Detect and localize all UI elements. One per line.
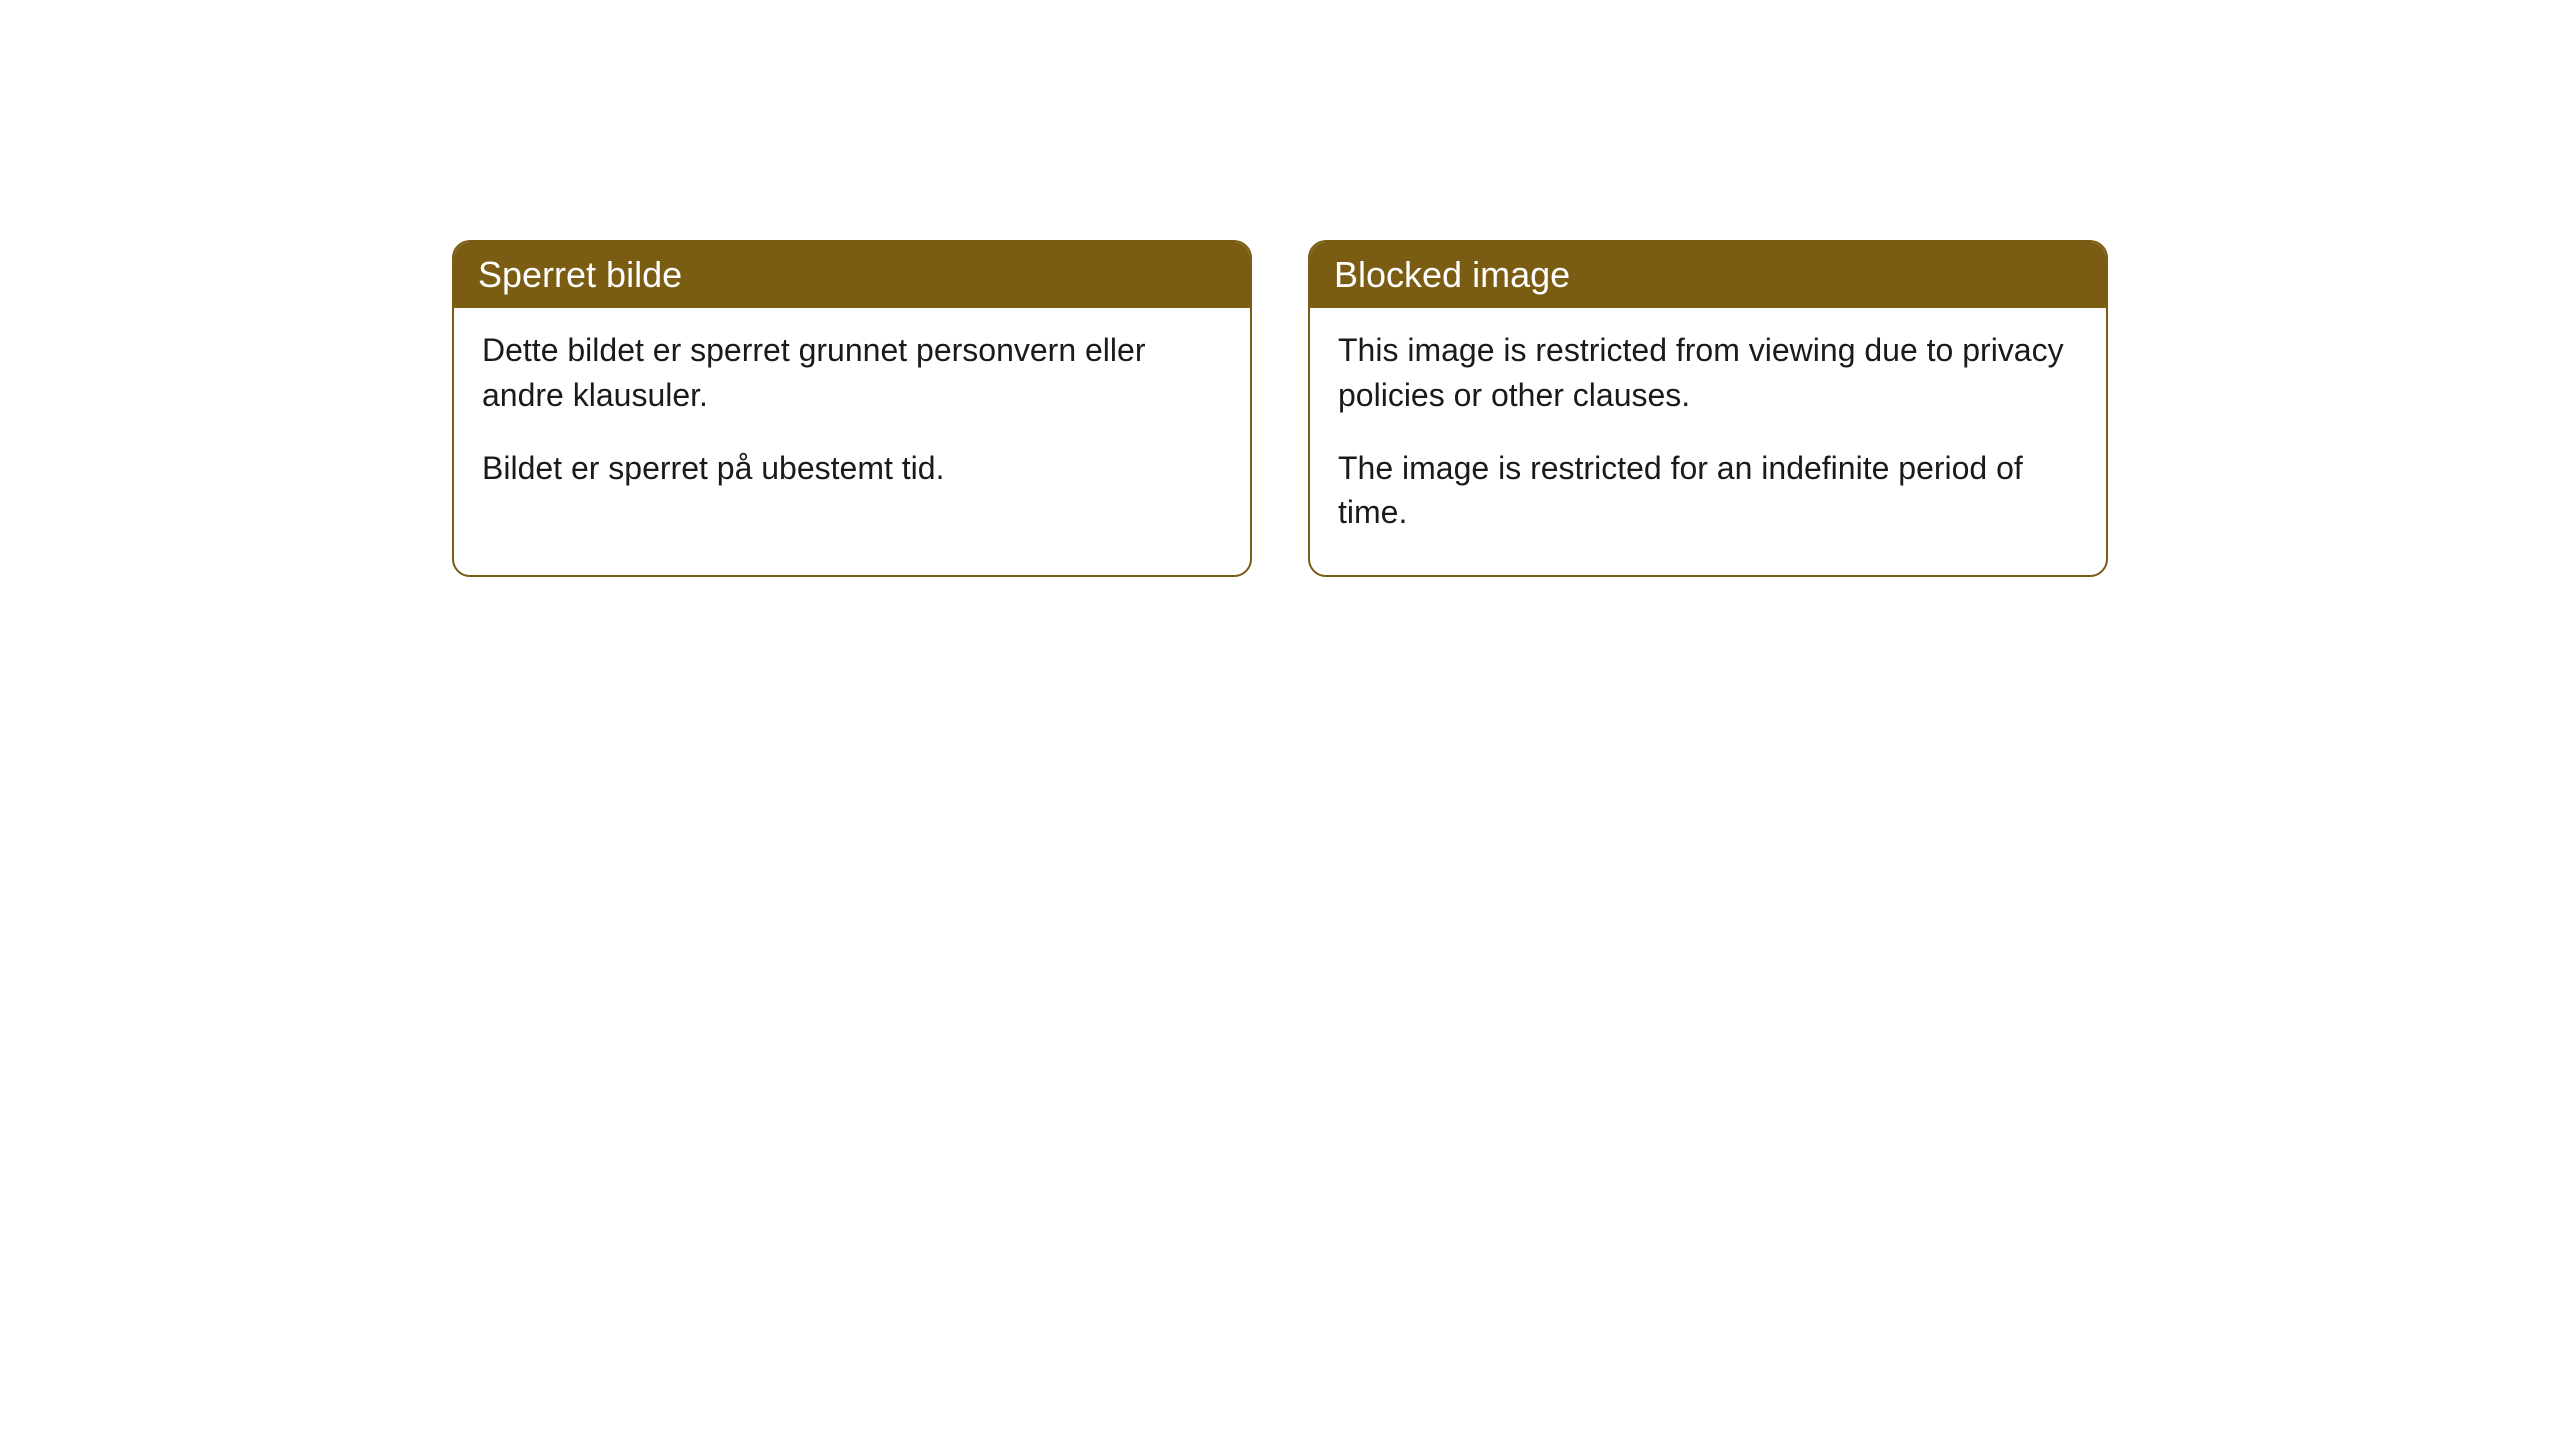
card-text-norwegian-1: Dette bildet er sperret grunnet personve… — [482, 328, 1222, 418]
card-title-norwegian: Sperret bilde — [478, 254, 682, 295]
cards-container: Sperret bilde Dette bildet er sperret gr… — [0, 240, 2560, 577]
card-header-english: Blocked image — [1310, 242, 2106, 308]
card-title-english: Blocked image — [1334, 254, 1570, 295]
blocked-image-card-english: Blocked image This image is restricted f… — [1308, 240, 2108, 577]
card-body-english: This image is restricted from viewing du… — [1310, 308, 2106, 575]
card-header-norwegian: Sperret bilde — [454, 242, 1250, 308]
card-body-norwegian: Dette bildet er sperret grunnet personve… — [454, 308, 1250, 530]
card-text-norwegian-2: Bildet er sperret på ubestemt tid. — [482, 446, 1222, 491]
card-text-english-2: The image is restricted for an indefinit… — [1338, 446, 2078, 536]
card-text-english-1: This image is restricted from viewing du… — [1338, 328, 2078, 418]
blocked-image-card-norwegian: Sperret bilde Dette bildet er sperret gr… — [452, 240, 1252, 577]
